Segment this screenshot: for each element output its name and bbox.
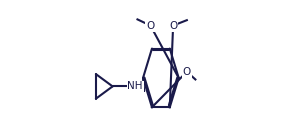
Text: O: O [169,21,177,31]
Text: O: O [146,21,155,31]
Text: NH: NH [127,81,143,91]
Text: O: O [183,67,191,77]
